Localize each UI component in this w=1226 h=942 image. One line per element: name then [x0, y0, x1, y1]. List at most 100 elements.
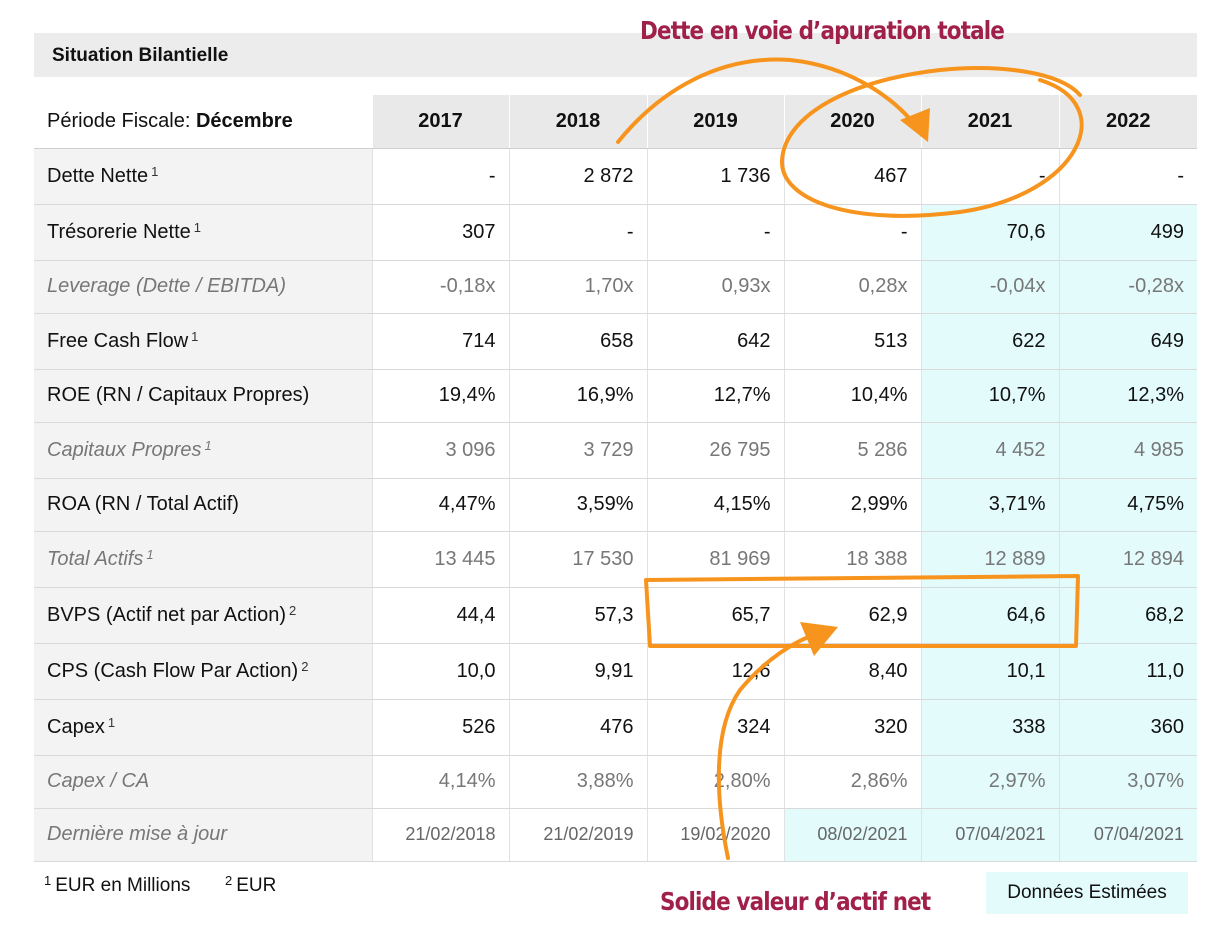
table-cell: 12,6 — [646, 643, 784, 700]
year-header[interactable]: 2019 — [646, 95, 784, 149]
table-row: ROA (RN / Total Actif) 4,47% 3,59% 4,15% 2,9… — [34, 478, 1197, 532]
row-label-text: Capex — [47, 716, 105, 738]
row-label-text: Trésorerie Nette — [47, 221, 191, 243]
row-label: ROA (RN / Total Actif) — [34, 478, 372, 532]
table-row: Dette Nette 1-2 872 1 736 467- - — [34, 148, 1197, 205]
table-cell: 1,70x — [508, 260, 647, 314]
table-cell: 658 — [508, 313, 647, 370]
table-cell: 307 — [371, 204, 509, 261]
footnote-marker-1: 1 — [44, 873, 52, 888]
row-label: ROE (RN / Capitaux Propres) — [34, 369, 372, 423]
table-header-row: Période Fiscale: Décembre 2017 2018 2019… — [34, 95, 1197, 149]
row-label: Capitaux Propres 1 — [34, 422, 372, 479]
row-label-text: Dette Nette — [47, 165, 149, 187]
table-row: CPS (Cash Flow Par Action) 2 10,0 9,91 12,6 8… — [34, 643, 1197, 700]
table-cell: 08/02/2021 — [783, 808, 921, 862]
table-cell: -0,28x — [1058, 260, 1197, 314]
table-cell: 649 — [1058, 313, 1197, 370]
fiscal-period: Période Fiscale: Décembre — [34, 95, 372, 149]
fiscal-period-value: Décembre — [195, 109, 293, 132]
row-label: Capex 1 — [34, 699, 372, 756]
table-cell: 1 736 — [646, 148, 784, 205]
row-label-text: CPS (Cash Flow Par Action) — [47, 660, 299, 682]
table-cell: 467 — [783, 148, 921, 205]
section-title: Situation Bilantielle — [52, 45, 229, 66]
table-row: Capex / CA 4,14% 3,88% 2,80% 2,86% 2,97% 3,07% — [34, 755, 1197, 809]
footnote-text-2: EUR — [236, 875, 277, 896]
table-cell: 12,3% — [1058, 369, 1197, 423]
row-label-text: Capitaux Propres — [47, 439, 202, 461]
table-cell: 2,80% — [646, 755, 784, 809]
table-cell: 3,88% — [508, 755, 647, 809]
table-cell: 68,2 — [1058, 587, 1197, 644]
footnote-ref: 1 — [193, 220, 201, 235]
table-cell: 18 388 — [783, 531, 921, 588]
table-cell: 70,6 — [920, 204, 1059, 261]
table-row: Trésorerie Nette 1 307- - -70,6 499 — [34, 204, 1197, 261]
table-cell: 2,86% — [783, 755, 921, 809]
table-cell: 3,59% — [508, 478, 647, 532]
footnote-ref: 1 — [204, 438, 212, 453]
table-cell: 17 530 — [508, 531, 647, 588]
annotation-debt: Dette en voie d’apuration totale — [640, 16, 1005, 45]
table-cell: 10,1 — [920, 643, 1059, 700]
table-cell: -0,18x — [371, 260, 509, 314]
table-row: Leverage (Dette / EBITDA) -0,18x 1,70x 0,93… — [34, 260, 1197, 314]
row-label: Capex / CA — [34, 755, 372, 809]
table-cell: 2,97% — [920, 755, 1059, 809]
table-cell: 4 985 — [1058, 422, 1197, 479]
section-header: Situation Bilantielle — [34, 33, 1197, 77]
table-cell: 65,7 — [646, 587, 784, 644]
table-cell: 12,7% — [646, 369, 784, 423]
table-cell: 57,3 — [508, 587, 647, 644]
footnote-marker-2: 2 — [224, 873, 233, 888]
table-cell: 338 — [920, 699, 1059, 756]
table-cell: 2 872 — [508, 148, 647, 205]
fiscal-period-label: Période Fiscale: — [47, 109, 196, 132]
year-header[interactable]: 2018 — [508, 95, 647, 149]
table-cell: 16,9% — [508, 369, 647, 423]
row-label: CPS (Cash Flow Par Action) 2 — [34, 643, 372, 700]
year-header[interactable]: 2020 — [783, 95, 921, 149]
table-cell: 19/02/2020 — [646, 808, 784, 862]
table-cell: 714 — [371, 313, 509, 370]
table-cell: 10,0 — [371, 643, 509, 700]
table-cell: 476 — [508, 699, 647, 756]
row-label: Dernière mise à jour — [34, 808, 372, 862]
table-cell: - — [508, 204, 647, 261]
table-cell: 44,4 — [371, 587, 509, 644]
annotation-bvps: Solide valeur d’actif net — [660, 887, 931, 916]
table-cell: 12 889 — [920, 531, 1059, 588]
table-cell: 622 — [920, 313, 1059, 370]
table-cell: 62,9 — [783, 587, 921, 644]
table-cell: 13 445 — [371, 531, 509, 588]
table-cell: 2,99% — [783, 478, 921, 532]
table-row: Capitaux Propres 1 3 096 3 729 26 795 5 286 4 … — [34, 422, 1197, 479]
footnote-ref: 1 — [151, 164, 159, 179]
row-label: Dette Nette 1 — [34, 148, 372, 205]
table-cell: 642 — [646, 313, 784, 370]
year-header[interactable]: 2021 — [920, 95, 1059, 149]
table-cell: 4,15% — [646, 478, 784, 532]
year-header[interactable]: 2022 — [1058, 95, 1197, 149]
table-cell: 3 729 — [508, 422, 647, 479]
table-row: Total Actifs 1 13 445 17 530 81 969 18 388 12 … — [34, 531, 1197, 588]
table-row: ROE (RN / Capitaux Propres) 19,4% 16,9% 12,… — [34, 369, 1197, 423]
row-label-text: Capex / CA — [47, 770, 150, 792]
table-cell: - — [646, 204, 784, 261]
table-cell: 26 795 — [646, 422, 784, 479]
table-cell: 64,6 — [920, 587, 1059, 644]
table-cell: 4,14% — [371, 755, 509, 809]
table-cell: 19,4% — [371, 369, 509, 423]
table-cell: 07/04/2021 — [920, 808, 1059, 862]
table-row: Dernière mise à jour 21/02/2018 21/02/2019… — [34, 808, 1197, 862]
row-label-text: Total Actifs — [47, 548, 144, 570]
table-cell: - — [371, 148, 509, 205]
year-header[interactable]: 2017 — [371, 95, 509, 149]
row-label: Leverage (Dette / EBITDA) — [34, 260, 372, 314]
table-cell: 5 286 — [783, 422, 921, 479]
table-cell: 3,71% — [920, 478, 1059, 532]
table-cell: 4,47% — [371, 478, 509, 532]
table-cell: 11,0 — [1058, 643, 1197, 700]
table-cell: 10,4% — [783, 369, 921, 423]
